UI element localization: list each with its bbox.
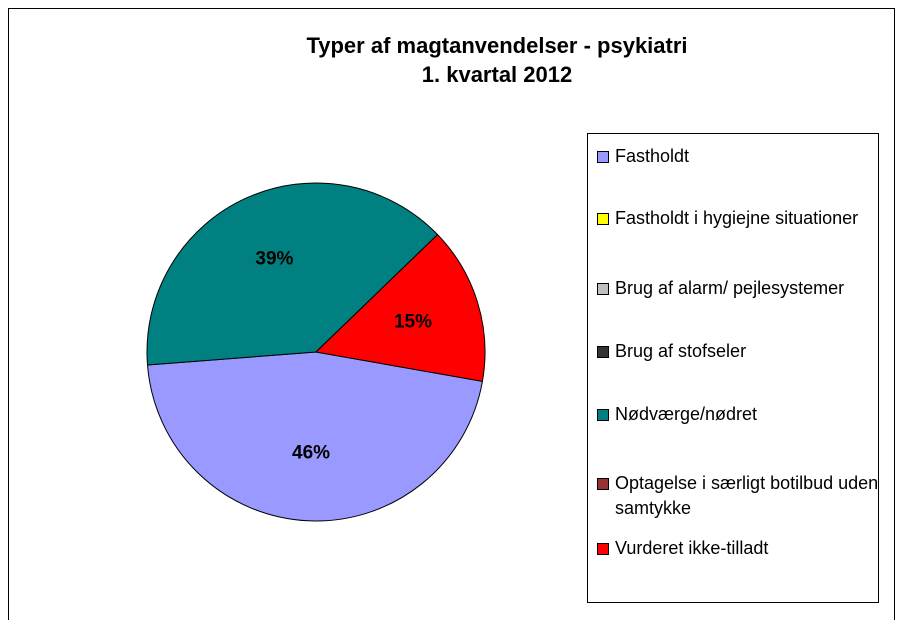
legend-item: Nødværge/nødret	[597, 402, 885, 427]
pie-slice	[146, 182, 439, 366]
data-label: 46%	[292, 442, 330, 463]
legend-label: Vurderet ikke-tilladt	[615, 538, 769, 558]
legend-label: Nødværge/nødret	[615, 404, 758, 424]
data-label: 15%	[394, 311, 432, 332]
pie-slice	[314, 233, 486, 382]
chart-subtitle: 1. kvartal 2012	[422, 62, 572, 87]
data-label: 39%	[255, 249, 293, 270]
legend-item: Vurderet ikke-tilladt	[597, 536, 885, 561]
legend-swatch	[597, 409, 609, 421]
legend-swatch	[597, 213, 609, 225]
chart-border	[8, 8, 895, 620]
legend-item: Optagelse i særligt botilbud uden samtyk…	[597, 471, 885, 521]
legend-swatch	[597, 151, 609, 163]
legend-item: Fastholdt i hygiejne situationer	[597, 206, 885, 231]
legend-label: Fastholdt	[615, 146, 690, 166]
chart-title: Typer af magtanvendelser - psykiatri	[306, 33, 687, 58]
legend-swatch	[597, 543, 609, 555]
legend-swatch	[597, 346, 609, 358]
legend-item: Fastholdt	[597, 144, 885, 169]
legend-swatch	[597, 478, 609, 490]
legend-item: Brug af alarm/ pejlesystemer	[597, 276, 885, 301]
pie-slice	[146, 351, 484, 522]
legend-label: Brug af stofseler	[615, 341, 747, 361]
legend-item: Brug af stofseler	[597, 339, 885, 364]
legend-swatch	[597, 283, 609, 295]
legend-label: Optagelse i særligt botilbud uden samtyk…	[615, 473, 879, 518]
legend-label: Brug af alarm/ pejlesystemer	[615, 278, 845, 298]
legend-label: Fastholdt i hygiejne situationer	[615, 208, 859, 228]
legend: Fastholdt Fastholdt i hygiejne situatione…	[587, 133, 879, 603]
